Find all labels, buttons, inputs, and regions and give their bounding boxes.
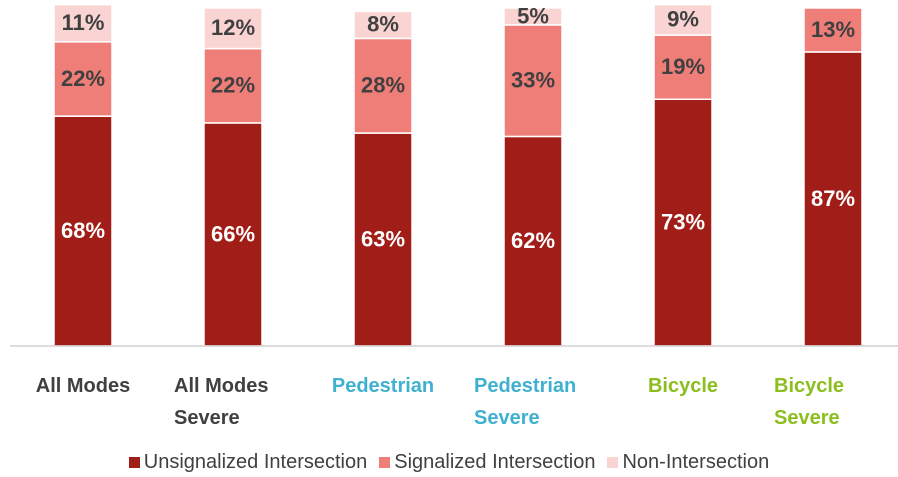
bar-segment [353, 10, 413, 40]
data-label: 66% [211, 221, 255, 246]
category-text: Bicycle [647, 375, 719, 397]
bar-segment [203, 47, 263, 124]
category-text: All Modes Severe [174, 375, 269, 429]
data-label: 19% [661, 54, 705, 79]
legend-item: Unsignalized Intersection [128, 451, 368, 474]
legend: Unsignalized Intersection Signalized Inte… [0, 451, 898, 474]
data-label: 5% [517, 3, 549, 28]
legend-item: Signalized Intersection [379, 451, 595, 474]
data-label: 22% [61, 66, 105, 91]
bar-segment [53, 115, 113, 347]
bar-segment [353, 132, 413, 347]
category-label: All Modes Severe [163, 370, 303, 434]
bar-segment [653, 98, 713, 347]
data-label: 63% [361, 226, 405, 251]
legend-swatch [379, 457, 391, 468]
category-label: All Modes [13, 370, 153, 402]
data-label: 8% [367, 12, 399, 37]
category-label: Pedestrian [313, 370, 453, 402]
data-label: 62% [511, 228, 555, 253]
data-label: 11% [62, 10, 105, 35]
category-text: All Modes [35, 375, 131, 397]
legend-swatch [128, 457, 140, 468]
legend-swatch [607, 457, 619, 468]
category-label: Bicycle [613, 370, 753, 402]
category-text: Pedestrian [331, 375, 435, 397]
category-label: Bicycle Severe [763, 370, 898, 434]
data-label: 33% [511, 67, 555, 92]
bar-segment [53, 3, 113, 43]
category-label: Pedestrian Severe [463, 370, 603, 434]
legend-label: Signalized Intersection [394, 451, 596, 473]
legend-item: Non-Intersection [607, 451, 769, 474]
data-label: 9% [667, 7, 699, 32]
legend-label: Non-Intersection [622, 451, 770, 473]
data-label: 22% [211, 73, 255, 98]
data-label: 13% [811, 17, 855, 42]
bar-segment [653, 3, 713, 36]
data-label: 68% [61, 218, 105, 243]
bar-segment [503, 7, 563, 26]
data-label: 73% [661, 209, 705, 234]
bar-segment [803, 7, 863, 53]
bar-segment [503, 24, 563, 138]
bar-segment [353, 37, 413, 134]
data-label: 28% [361, 73, 405, 98]
data-label: 12% [211, 15, 255, 40]
category-text: Bicycle Severe [774, 375, 845, 429]
bar-segment [653, 34, 713, 101]
bar-segment [203, 7, 263, 50]
data-label: 87% [811, 186, 855, 211]
legend-label: Unsignalized Intersection [143, 451, 368, 473]
category-text: Pedestrian Severe [474, 375, 577, 429]
bar-segment [803, 51, 863, 347]
